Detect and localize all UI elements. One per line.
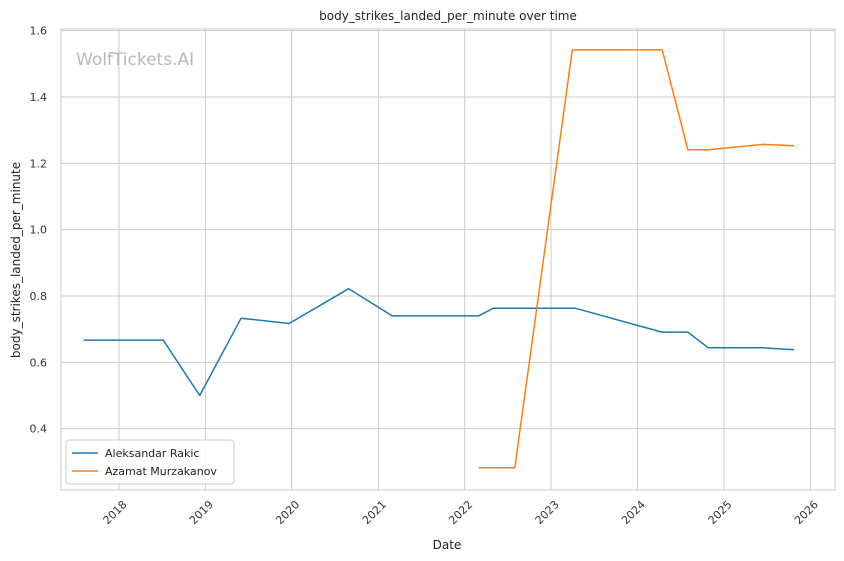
chart-title: body_strikes_landed_per_minute over time (319, 9, 577, 23)
legend: Aleksandar Rakic Azamat Murzakanov (65, 439, 235, 485)
legend-box (65, 439, 235, 485)
x-axis-title: Date (433, 538, 462, 552)
y-tick-label: 0.6 (30, 356, 48, 369)
y-tick-label: 1.6 (30, 25, 48, 38)
y-tick-label: 0.4 (30, 423, 48, 436)
y-tick-label: 0.8 (30, 290, 48, 303)
series-line-azamat-murzakanov (478, 49, 795, 469)
grid-lines (61, 29, 835, 490)
legend-label-azamat-murzakanov: Azamat Murzakanov (105, 465, 217, 478)
legend-label-aleksandar-rakic: Aleksandar Rakic (105, 447, 200, 460)
y-axis-title: body_strikes_landed_per_minute (9, 162, 23, 358)
series-line-aleksandar-rakic (83, 287, 795, 397)
series-lines (83, 49, 795, 469)
watermark: WolfTickets.AI (76, 50, 194, 70)
y-tick-labels: 0.4 0.6 0.8 1.0 1.2 1.4 1.6 (30, 25, 48, 436)
plot-area (60, 28, 836, 491)
y-tick-label: 1.2 (30, 157, 48, 170)
y-tick-label: 1.0 (30, 224, 48, 237)
y-tick-label: 1.4 (30, 91, 48, 104)
